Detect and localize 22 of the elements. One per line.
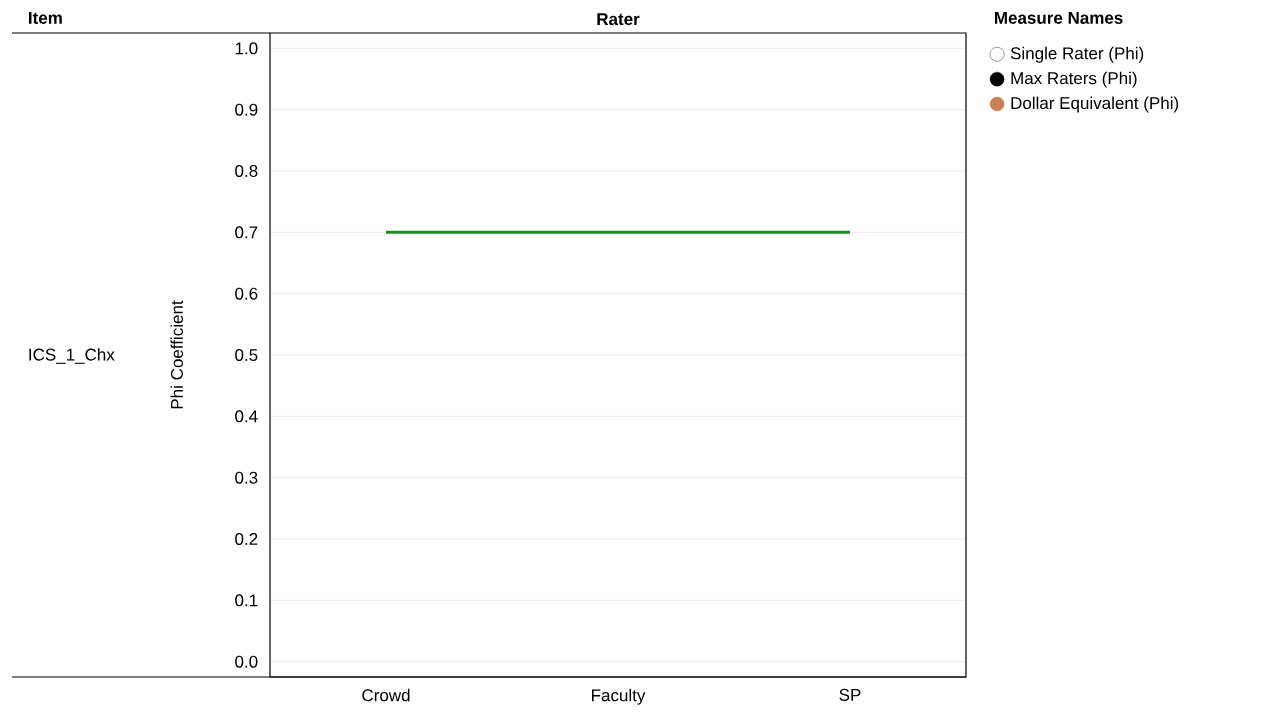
x-tick-label: Faculty <box>592 688 646 705</box>
y-tick-label: 0.5 <box>235 348 258 362</box>
x-axis-title: Rater <box>597 13 640 26</box>
legend-label: Dollar Equivalent (Phi) <box>1011 96 1179 113</box>
y-tick-label: 0.6 <box>235 287 258 300</box>
text: Item <box>29 12 62 24</box>
legend-label: Max Raters (Phi) <box>1011 71 1137 88</box>
y-tick-label: 0.9 <box>235 103 258 116</box>
y-tick-label: 0.8 <box>235 164 258 178</box>
y-tick-label: 0.1 <box>235 594 258 607</box>
y-tick-label: 0.4 <box>235 410 258 423</box>
y-tick-label: 0.0 <box>235 655 258 668</box>
x-tick-label: Crowd <box>362 688 410 702</box>
y-axis-title: Phi Coefficient <box>170 300 183 409</box>
legend-title: Measure Names <box>995 12 1123 24</box>
y-tick-label: 0.3 <box>235 471 258 484</box>
y-tick-label: 0.2 <box>235 532 258 546</box>
y-tick-label: 0.7 <box>235 226 258 239</box>
x-tick-label: SP <box>839 688 861 701</box>
text: ICS_1_Chx <box>29 348 115 364</box>
legend-label: Single Rater (Phi) <box>1010 46 1144 63</box>
y-tick-label: 1.0 <box>235 42 258 55</box>
